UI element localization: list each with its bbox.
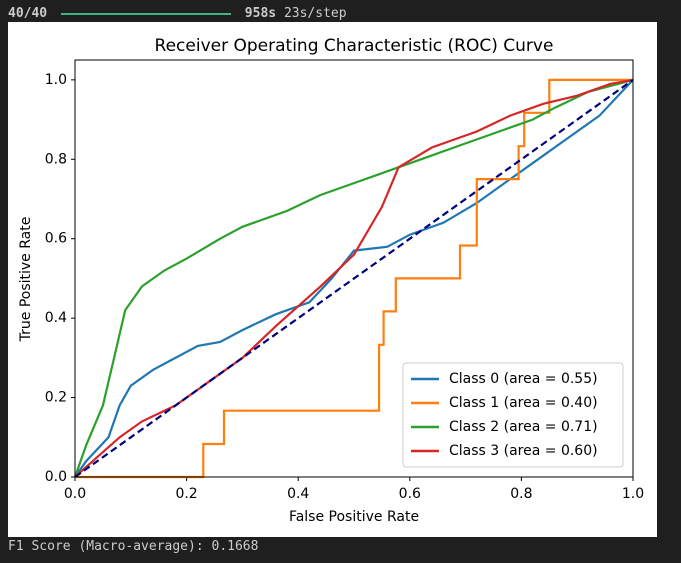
y-axis-label: True Positive Rate [18,217,34,343]
y-tick-label: 0.6 [45,231,67,247]
roc-curve [73,78,634,478]
legend: Class 0 (area = 0.55) Class 1 (area = 0.4… [402,362,624,468]
legend-box [402,362,624,468]
chance-line [74,79,634,478]
legend-label: Class 2 (area = 0.71) [449,419,598,435]
x-tick-label: 0.6 [399,486,421,502]
roc-curve [74,78,634,478]
legend-label: Class 3 (area = 0.60) [449,443,598,459]
y-tick-label: 0.4 [45,310,67,326]
progress-bar [60,12,231,15]
chart-title: Receiver Operating Characteristic (ROC) … [155,36,554,56]
roc-curve [75,78,633,479]
elapsed: 958s [244,6,277,21]
progress-line: 40/40 958s 23s/step [8,6,347,21]
legend-label: Class 0 (area = 0.55) [449,371,598,387]
x-tick-label: 0.2 [175,486,197,502]
y-tick-label: 1.0 [45,72,67,88]
chart: Receiver Operating Characteristic (ROC) … [8,22,657,537]
x-tick-label: 1.0 [622,486,644,502]
y-tick-label: 0.2 [45,390,67,406]
y-tick-label: 0.8 [45,151,67,167]
roc-curve [74,79,634,478]
legend-label: Class 1 (area = 0.40) [449,395,598,411]
rate: 23s/step [283,6,347,21]
x-axis-label: False Positive Rate [289,509,419,525]
steps: 40/40 [8,6,48,21]
plot-frame [74,59,634,478]
f1-output: F1 Score (Macro-average): 0.1668 [8,539,259,554]
x-tick-label: 0.0 [64,486,86,502]
x-tick-label: 0.4 [287,486,309,502]
x-tick-label: 0.8 [510,486,532,502]
y-tick-label: 0.0 [45,469,67,485]
